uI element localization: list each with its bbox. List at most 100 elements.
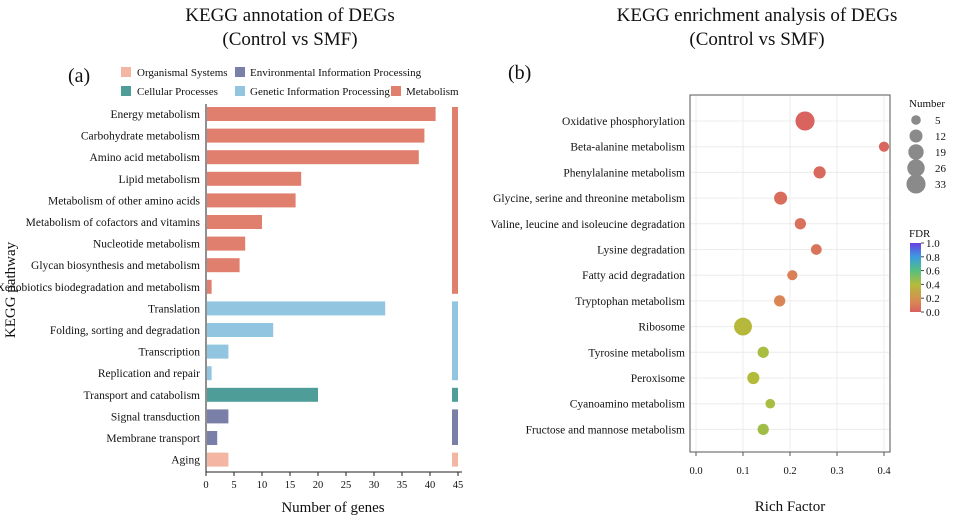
x-tick-label: 45	[453, 480, 464, 491]
point-peroxisome	[747, 371, 760, 385]
group-strip-cellular-processes	[452, 387, 458, 402]
chart-b-x-axis-title: Rich Factor	[755, 499, 825, 515]
category-label-cyanoamino-metabolism: Cyanoamino metabolism	[570, 399, 685, 411]
point-cyanoamino-metabolism	[765, 398, 776, 409]
x-tick-label: 25	[341, 480, 352, 491]
category-label-oxidative-phosphorylation: Oxidative phosphorylation	[562, 116, 685, 128]
size-legend-label: 5	[935, 115, 941, 127]
chart-a-title: KEGG annotation of DEGs	[185, 5, 395, 26]
category-label-metabolism-of-cofactors-and-vitamins: Metabolism of cofactors and vitamins	[26, 217, 201, 229]
category-label-membrane-transport: Membrane transport	[106, 433, 200, 445]
category-label-folding-sorting-and-degradation: Folding, sorting and degradation	[50, 325, 200, 337]
point-valine-leucine-and-isoleucine-degradation	[794, 218, 806, 230]
category-label-amino-acid-metabolism: Amino acid metabolism	[89, 152, 200, 164]
category-label-nucleotide-metabolism: Nucleotide metabolism	[93, 239, 200, 251]
category-label-transport-and-catabolism: Transport and catabolism	[84, 390, 201, 402]
point-tryptophan-metabolism	[774, 295, 786, 307]
x-tick-label: 40	[425, 480, 436, 491]
bar-amino-acid-metabolism	[207, 150, 419, 165]
category-label-aging: Aging	[171, 455, 200, 467]
group-strip-metabolism	[452, 107, 458, 294]
bar-nucleotide-metabolism	[207, 236, 246, 251]
category-label-peroxisome: Peroxisome	[631, 373, 685, 385]
chart-b-panel-label: (b)	[508, 62, 531, 84]
size-legend-circle	[908, 144, 924, 160]
category-label-metabolism-of-other-amino-acids: Metabolism of other amino acids	[48, 195, 201, 207]
x-tick-label: 0.4	[877, 466, 891, 477]
category-label-xenobiotics-biodegradation-and-metabolism: Xenobiotics biodegradation and metabolis…	[0, 282, 200, 294]
category-label-fatty-acid-degradation: Fatty acid degradation	[582, 270, 685, 282]
legend-swatch-metabolism	[391, 86, 401, 96]
x-tick-label: 30	[369, 480, 380, 491]
x-tick-label: 0.1	[736, 466, 749, 477]
point-fructose-and-mannose-metabolism	[757, 423, 769, 436]
chart-b-size-legend: 5 12 19 26 33	[906, 115, 947, 194]
category-label-glycine-serine-and-threonine-metabolism: Glycine, serine and threonine metabolism	[493, 193, 685, 205]
category-label-ribosome: Ribosome	[638, 322, 685, 334]
bar-folding-sorting-and-degradation	[207, 323, 274, 337]
group-strip-environmental-information-processing	[452, 409, 458, 445]
point-beta-alanine-metabolism	[878, 141, 890, 152]
category-label-replication-and-repair: Replication and repair	[98, 368, 200, 380]
chart-a-panel-label: (a)	[68, 65, 90, 87]
size-legend-label: 12	[935, 131, 946, 143]
bar-signal-transduction	[207, 409, 229, 424]
chart-a-subtitle: (Control vs SMF)	[222, 29, 357, 50]
point-ribosome	[734, 317, 752, 336]
legend-swatch-organismal-systems	[121, 67, 131, 77]
legend-label-environmental-information-processing: Environmental Information Processing	[250, 67, 422, 79]
legend-swatch-genetic-information-processing	[235, 86, 245, 96]
category-label-beta-alanine-metabolism: Beta-alanine metabolism	[570, 142, 685, 154]
color-legend-label: 0.0	[926, 307, 940, 319]
point-tyrosine-metabolism	[757, 346, 769, 358]
chart-b-points	[734, 111, 890, 436]
chart-b-subtitle: (Control vs SMF)	[689, 29, 824, 50]
legend-label-genetic-information-processing: Genetic Information Processing	[250, 86, 390, 98]
category-label-valine-leucine-and-isoleucine-degradation: Valine, leucine and isoleucine degradati…	[491, 219, 686, 231]
category-label-tryptophan-metabolism: Tryptophan metabolism	[575, 296, 685, 308]
point-oxidative-phosphorylation	[795, 111, 815, 131]
group-strip-organismal-systems	[452, 452, 458, 467]
legend-swatch-environmental-information-processing	[235, 67, 245, 77]
bar-glycan-biosynthesis-and-metabolism	[207, 258, 240, 273]
size-legend-label: 19	[935, 147, 947, 159]
legend-label-metabolism: Metabolism	[406, 86, 459, 98]
chart-a-category-labels: Energy metabolism Carbohydrate metabolism…	[0, 109, 201, 467]
x-tick-label: 20	[313, 480, 324, 491]
category-label-translation: Translation	[148, 303, 200, 315]
bar-metabolism-of-cofactors-and-vitamins	[207, 215, 262, 229]
category-label-lipid-metabolism: Lipid metabolism	[119, 174, 201, 186]
chart-b-title: KEGG enrichment analysis of DEGs	[617, 5, 898, 26]
group-strip-genetic-information-processing	[452, 301, 458, 381]
color-legend-label: 1.0	[926, 238, 940, 250]
chart-a-bars	[207, 107, 436, 467]
category-label-signal-transduction: Signal transduction	[111, 411, 200, 423]
x-tick-label: 0.2	[783, 466, 796, 477]
legend-label-organismal-systems: Organismal Systems	[137, 67, 228, 79]
size-legend-circle	[909, 129, 923, 143]
chart-b-category-labels: Oxidative phosphorylation Beta-alanine me…	[491, 116, 686, 436]
category-label-transcription: Transcription	[138, 347, 200, 359]
category-label-glycan-biosynthesis-and-metabolism: Glycan biosynthesis and metabolism	[31, 260, 200, 272]
size-legend-label: 26	[935, 163, 947, 175]
point-glycine-serine-and-threonine-metabolism	[774, 191, 788, 205]
chart-a-legend: Organismal Systems Environmental Informa…	[121, 67, 459, 98]
chart-b-color-bar	[910, 243, 921, 312]
bar-metabolism-of-other-amino-acids	[207, 193, 296, 208]
chart-b-size-legend-title: Number	[909, 98, 945, 110]
x-tick-label: 0.3	[830, 466, 843, 477]
size-legend-circle	[911, 115, 921, 125]
chart-b-color-legend-title: FDR	[909, 228, 931, 240]
chart-b-grid	[691, 96, 889, 451]
category-label-tyrosine-metabolism: Tyrosine metabolism	[588, 347, 685, 359]
bar-translation	[207, 301, 386, 316]
x-tick-label: 15	[285, 480, 296, 491]
bar-lipid-metabolism	[207, 171, 302, 186]
chart-a-x-axis-title: Number of genes	[281, 500, 384, 516]
bar-energy-metabolism	[207, 107, 436, 121]
legend-label-cellular-processes: Cellular Processes	[137, 86, 218, 98]
chart-b-color-legend-ticks: 1.0 0.8 0.60.4 0.2 0.0	[921, 238, 940, 319]
size-legend-label: 33	[935, 179, 947, 191]
point-lysine-degradation	[810, 244, 822, 255]
